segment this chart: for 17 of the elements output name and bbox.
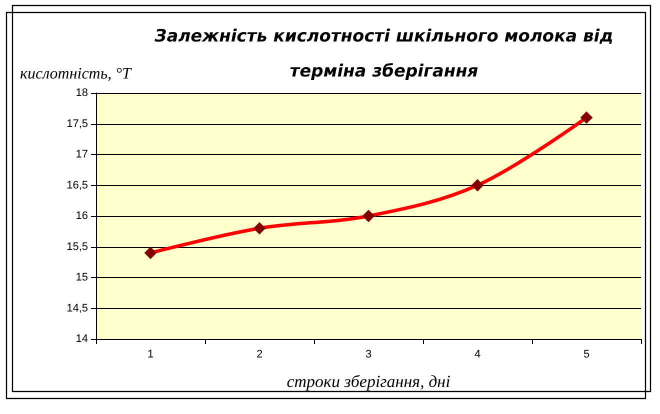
- y-tick-label: 15,5: [66, 240, 88, 253]
- chart-title: Залежність кислотності шкільного молока від терміна зберігання: [154, 26, 614, 82]
- x-axis-title: строки зберігання, дні: [286, 372, 451, 391]
- x-tick-label: 5: [583, 348, 590, 360]
- y-tick-label: 14,5: [66, 302, 88, 314]
- x-tick-label: 3: [365, 348, 372, 360]
- y-tick-label: 18: [76, 87, 88, 99]
- x-tick-label: 4: [474, 348, 481, 360]
- y-axis-title: кислотність, °T: [20, 66, 132, 82]
- x-tick-label: 1: [147, 348, 154, 360]
- y-tick-label: 17: [76, 148, 88, 160]
- y-tick-label: 15: [76, 272, 88, 284]
- y-tick-label: 16,5: [66, 179, 88, 192]
- y-tick-label: 17,5: [66, 118, 88, 130]
- y-tick-label: 16: [76, 210, 88, 222]
- x-tick-label: 2: [256, 348, 263, 360]
- y-tick-label: 14: [76, 333, 88, 345]
